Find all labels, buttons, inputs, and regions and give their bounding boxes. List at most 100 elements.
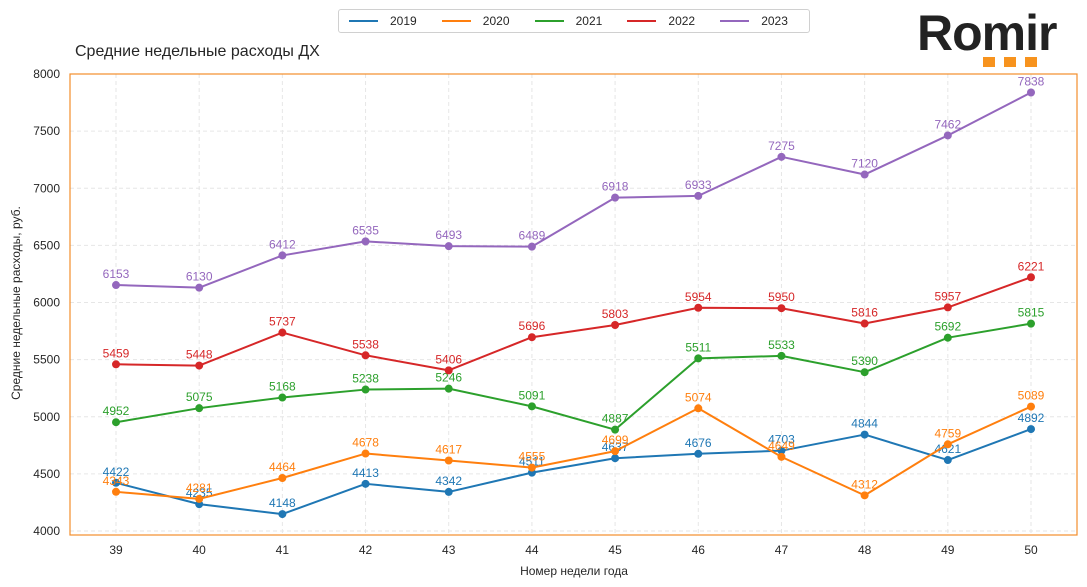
data-point: [195, 404, 204, 413]
data-point: [444, 242, 453, 251]
plot-frame: [69, 73, 1078, 536]
data-point: [444, 384, 453, 393]
data-point: [361, 385, 370, 394]
data-point: [1027, 425, 1035, 434]
data-label: 5803: [602, 307, 629, 321]
data-label: 6153: [103, 267, 130, 281]
logo-dot: [1004, 57, 1016, 67]
data-point: [527, 463, 536, 472]
data-label: 5692: [934, 320, 961, 334]
y-axis-label: Средние недельные расходы, руб.: [9, 206, 23, 400]
series-line-2019: [115, 428, 1032, 516]
series-2022: 5459 5448 5737 5538 5406 5696 5803 5954 5950 5816…: [103, 259, 1045, 375]
logo-dot: [983, 57, 995, 67]
data-point: [361, 351, 370, 360]
data-label: 6489: [519, 229, 546, 243]
series-2019: 4422423541484413434245114637467647034844…: [103, 411, 1045, 519]
data-label: 4413: [352, 466, 379, 480]
data-point: [112, 281, 120, 290]
y-tick-label: 4000: [33, 524, 60, 538]
data-label: 6918: [602, 180, 629, 194]
data-point: [195, 494, 204, 503]
data-point: [611, 193, 620, 202]
data-label: 4759: [934, 426, 961, 440]
data-label: 4952: [103, 404, 130, 418]
data-label: 5816: [851, 306, 878, 320]
data-point: [1027, 88, 1035, 97]
data-label: 4676: [685, 436, 712, 450]
data-label: 5533: [768, 338, 795, 352]
data-label: 7120: [851, 157, 878, 171]
data-label: 5448: [186, 348, 213, 362]
y-tick-label: 8000: [33, 67, 60, 81]
data-point: [943, 440, 952, 449]
data-point: [694, 303, 703, 312]
data-label: 5538: [352, 337, 379, 351]
data-point: [112, 360, 120, 369]
y-axis-ticks: 4000 4500 5000 5500 6000 6500 7000 7500 8000: [33, 67, 60, 538]
data-point: [611, 321, 620, 330]
x-tick-label: 43: [442, 543, 456, 557]
data-label: 4343: [103, 474, 130, 488]
data-label: 5168: [269, 380, 296, 394]
data-label: 4511: [519, 455, 545, 469]
data-point: [195, 361, 204, 370]
x-tick-label: 47: [775, 543, 789, 557]
y-tick-label: 5000: [33, 410, 60, 424]
legend-label: 2021: [575, 14, 603, 28]
data-label: 4148: [269, 496, 296, 510]
data-label: 5246: [435, 371, 462, 385]
romir-logo: Romir: [917, 8, 1067, 70]
data-point: [361, 479, 370, 488]
data-point: [943, 303, 952, 312]
data-point: [278, 251, 287, 260]
data-point: [611, 425, 620, 434]
data-point: [112, 478, 120, 487]
data-point: [860, 491, 869, 500]
data-label: 4844: [851, 417, 878, 431]
data-label: 4422: [103, 465, 130, 479]
data-label: 7462: [934, 117, 961, 131]
data-label: 6130: [186, 270, 213, 284]
data-label: 5950: [768, 290, 795, 304]
series-line-2022: [115, 276, 1032, 372]
data-label: 4621: [934, 442, 961, 456]
data-point: [943, 131, 952, 140]
data-point: [860, 368, 869, 377]
data-point: [860, 319, 869, 328]
series-line-2020: [115, 405, 1032, 500]
data-point: [777, 446, 786, 455]
logo-dots: [983, 57, 1037, 67]
data-label: 5091: [519, 388, 546, 402]
legend-item-2023: 2023: [716, 14, 809, 28]
x-tick-label: 48: [858, 543, 872, 557]
data-label: 4555: [519, 450, 546, 464]
data-label: 4703: [768, 433, 795, 447]
series-2021: 4952 5075 5168 5238 5246 5091 4887 5511 5533 5390…: [103, 306, 1045, 434]
data-label: 5957: [934, 289, 961, 303]
logo-text: Romir: [917, 5, 1057, 61]
data-point: [777, 304, 786, 313]
data-label: 5075: [186, 390, 213, 404]
data-label: 4678: [352, 436, 379, 450]
data-point: [278, 393, 287, 402]
data-label: 4892: [1018, 411, 1045, 425]
legend-label: 2023: [761, 14, 788, 28]
y-tick-label: 7500: [33, 124, 60, 138]
data-point: [444, 487, 453, 496]
data-point: [527, 333, 536, 342]
data-label: 5390: [851, 354, 878, 368]
data-label: 5089: [1018, 389, 1045, 403]
x-tick-label: 45: [608, 543, 622, 557]
legend-swatch: [441, 20, 471, 22]
chart-title: Средние недельные расходы ДХ: [75, 43, 320, 60]
data-point: [860, 170, 869, 179]
legend-item-2019: 2019: [345, 14, 438, 28]
legend-item-2021: 2021: [531, 14, 624, 28]
legend-item-2022: 2022: [623, 14, 716, 28]
data-point: [694, 404, 703, 413]
legend-swatch: [349, 20, 378, 22]
data-label: 6221: [1018, 259, 1045, 273]
x-tick-label: 50: [1024, 543, 1038, 557]
